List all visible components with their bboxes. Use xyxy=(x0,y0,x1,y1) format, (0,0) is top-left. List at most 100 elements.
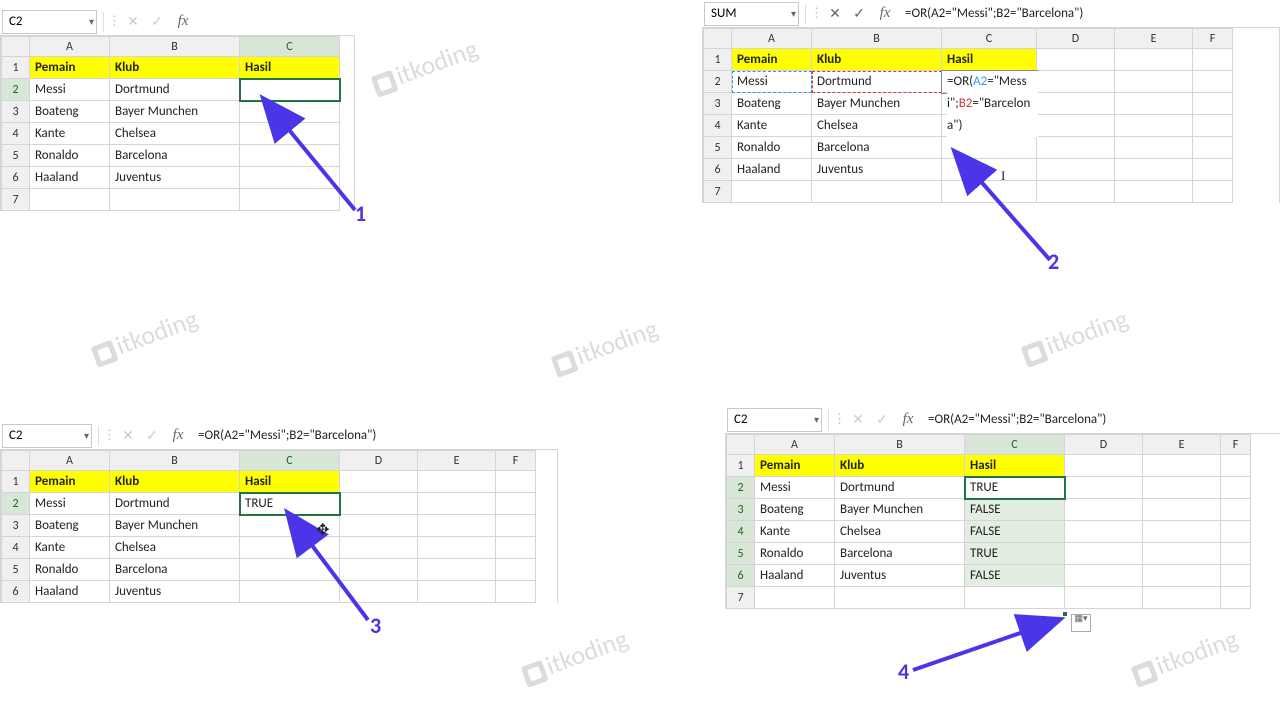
cell-F3[interactable] xyxy=(1193,93,1233,115)
cell-D5[interactable] xyxy=(1037,137,1115,159)
cell-A3[interactable]: Boateng xyxy=(732,93,812,115)
formula-input[interactable]: =OR(A2="Messi";B2="Barcelona") xyxy=(899,6,1280,21)
cell-C5[interactable]: TRUE xyxy=(965,543,1065,565)
cell-C2[interactable]: TRUE xyxy=(965,477,1065,499)
cell-B7[interactable] xyxy=(812,181,942,203)
row-header[interactable]: 7 xyxy=(704,181,732,203)
cell-A5[interactable]: Ronaldo xyxy=(30,145,110,167)
cell-E3[interactable] xyxy=(418,515,496,537)
row-header[interactable]: 6 xyxy=(2,167,30,189)
cell-B2[interactable]: Dortmund xyxy=(110,79,240,101)
cell-A4[interactable]: Kante xyxy=(30,123,110,145)
column-header[interactable]: C xyxy=(240,451,340,471)
cell-B2[interactable]: Dortmund xyxy=(812,71,942,93)
cell-B6[interactable]: Juventus xyxy=(835,565,965,587)
cell-D1[interactable] xyxy=(340,471,418,493)
cell-F3[interactable] xyxy=(496,515,536,537)
cell-D4[interactable] xyxy=(1065,521,1143,543)
cell-D2[interactable] xyxy=(1065,477,1143,499)
cell-F7[interactable] xyxy=(1221,587,1251,609)
cell-A3[interactable]: Boateng xyxy=(30,101,110,123)
cell-B7[interactable] xyxy=(835,587,965,609)
cell-D6[interactable] xyxy=(340,581,418,603)
row-header[interactable]: 5 xyxy=(727,543,755,565)
cell-B3[interactable]: Bayer Munchen xyxy=(110,101,240,123)
row-header[interactable]: 2 xyxy=(2,79,30,101)
name-box[interactable]: SUM ▾ xyxy=(704,2,799,26)
cell-C7[interactable] xyxy=(942,181,1037,203)
cell-B2[interactable]: Dortmund xyxy=(835,477,965,499)
cell-A5[interactable]: Ronaldo xyxy=(732,137,812,159)
cell-B1[interactable]: Klub xyxy=(812,49,942,71)
dropdown-icon[interactable]: ▾ xyxy=(791,7,796,20)
cell-F4[interactable] xyxy=(1193,115,1233,137)
row-header[interactable]: 5 xyxy=(704,137,732,159)
row-header[interactable]: 6 xyxy=(727,565,755,587)
cell-B6[interactable]: Juventus xyxy=(110,167,240,189)
cell-C3[interactable]: FALSE xyxy=(965,499,1065,521)
row-header[interactable]: 1 xyxy=(704,49,732,71)
cell-A1[interactable]: Pemain xyxy=(755,455,835,477)
column-header[interactable]: A xyxy=(732,29,812,49)
column-header[interactable]: A xyxy=(30,37,110,57)
cell-C1[interactable]: Hasil xyxy=(240,57,340,79)
formula-input[interactable]: =OR(A2="Messi";B2="Barcelona") xyxy=(922,412,1280,427)
column-header[interactable]: B xyxy=(110,37,240,57)
row-header[interactable]: 7 xyxy=(727,587,755,609)
column-header[interactable]: D xyxy=(340,451,418,471)
cell-F2[interactable] xyxy=(1193,71,1233,93)
cell-B6[interactable]: Juventus xyxy=(812,159,942,181)
row-header[interactable]: 4 xyxy=(727,521,755,543)
cell-A2[interactable]: Messi xyxy=(732,71,812,93)
cell-A2[interactable]: Messi xyxy=(30,79,110,101)
cell-E3[interactable] xyxy=(1143,499,1221,521)
cell-E5[interactable] xyxy=(1143,543,1221,565)
cell-D2[interactable] xyxy=(340,493,418,515)
fill-handle[interactable] xyxy=(1062,611,1068,617)
cell-C2[interactable] xyxy=(240,79,340,101)
cell-B5[interactable]: Barcelona xyxy=(812,137,942,159)
cell-B3[interactable]: Bayer Munchen xyxy=(812,93,942,115)
spreadsheet-grid[interactable]: ABCDEF1PemainKlubHasil2MessiDortmundTRUE… xyxy=(725,434,1280,609)
spreadsheet-grid[interactable]: ABCDEF1PemainKlubHasil2MessiDortmundTRUE… xyxy=(0,450,558,603)
cell-A6[interactable]: Haaland xyxy=(732,159,812,181)
cell-A7[interactable] xyxy=(732,181,812,203)
cell-C5[interactable] xyxy=(942,137,1037,159)
cell-D2[interactable] xyxy=(1037,71,1115,93)
cell-A1[interactable]: Pemain xyxy=(30,57,110,79)
cell-C7[interactable] xyxy=(240,189,340,211)
row-header[interactable]: 3 xyxy=(2,101,30,123)
cell-B5[interactable]: Barcelona xyxy=(835,543,965,565)
cell-B1[interactable]: Klub xyxy=(835,455,965,477)
cell-D1[interactable] xyxy=(1065,455,1143,477)
cell-A2[interactable]: Messi xyxy=(755,477,835,499)
cell-D3[interactable] xyxy=(1037,93,1115,115)
column-header[interactable]: F xyxy=(496,451,536,471)
column-header[interactable]: F xyxy=(1193,29,1233,49)
cell-C6[interactable] xyxy=(942,159,1037,181)
row-header[interactable]: 7 xyxy=(2,189,30,211)
cell-B4[interactable]: Chelsea xyxy=(812,115,942,137)
dropdown-icon[interactable]: ▾ xyxy=(84,429,89,442)
cell-D7[interactable] xyxy=(1037,181,1115,203)
cell-E5[interactable] xyxy=(418,559,496,581)
cell-E4[interactable] xyxy=(1115,115,1193,137)
column-header[interactable]: E xyxy=(418,451,496,471)
cell-B6[interactable]: Juventus xyxy=(110,581,240,603)
row-header[interactable]: 4 xyxy=(704,115,732,137)
cell-C2[interactable]: TRUE xyxy=(240,493,340,515)
cell-D6[interactable] xyxy=(1037,159,1115,181)
autofill-options-icon[interactable]: ▦▾ xyxy=(1071,614,1091,632)
row-header[interactable]: 3 xyxy=(704,93,732,115)
row-header[interactable]: 3 xyxy=(2,515,30,537)
name-box[interactable]: C2 ▾ xyxy=(2,424,92,448)
cell-A1[interactable]: Pemain xyxy=(30,471,110,493)
cell-F2[interactable] xyxy=(1221,477,1251,499)
cell-B3[interactable]: Bayer Munchen xyxy=(835,499,965,521)
cell-E5[interactable] xyxy=(1115,137,1193,159)
cell-C4[interactable] xyxy=(240,123,340,145)
row-header[interactable]: 2 xyxy=(704,71,732,93)
cell-C1[interactable]: Hasil xyxy=(240,471,340,493)
row-header[interactable]: 1 xyxy=(2,57,30,79)
cell-F1[interactable] xyxy=(496,471,536,493)
